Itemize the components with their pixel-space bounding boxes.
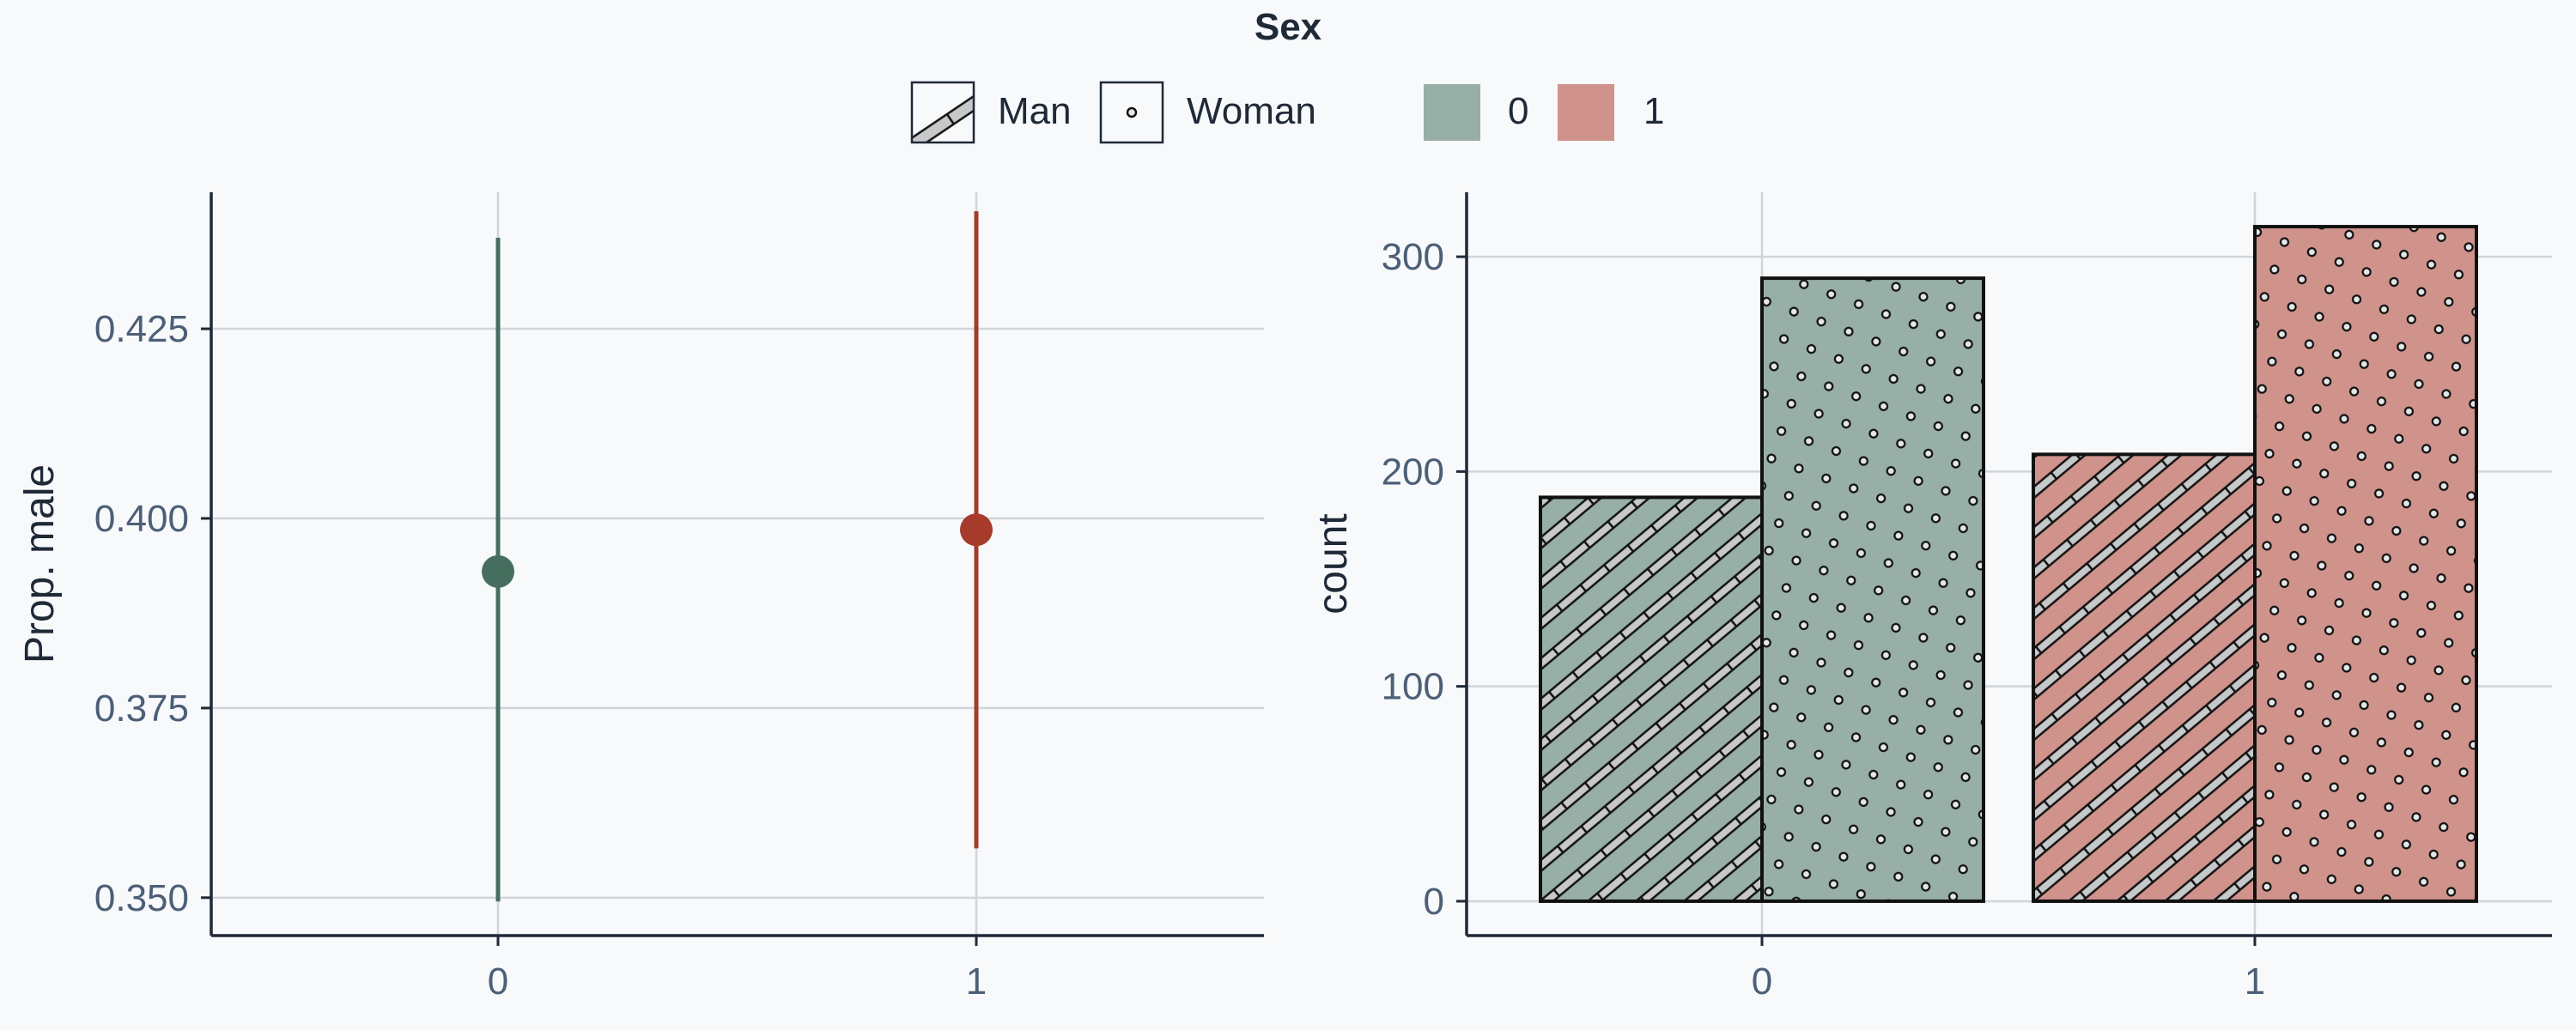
left-y-axis-label: Prop. male — [17, 464, 63, 663]
right-x-tick-label: 0 — [1752, 960, 1772, 1003]
right-bars — [1539, 225, 2478, 903]
legend-label-woman: Woman — [1187, 90, 1316, 132]
left-gridlines — [211, 192, 1264, 936]
legend-key-woman-dot — [1126, 106, 1138, 118]
legend-label-1: 1 — [1643, 90, 1664, 132]
legend-swatch-0 — [1424, 84, 1480, 141]
bar-woman-1 — [2253, 225, 2478, 903]
legend-key-man-stripes — [910, 81, 975, 144]
bar-man-0 — [1539, 495, 1764, 903]
bar-man-1 — [2032, 452, 2257, 903]
left-y-tick-label: 0.400 — [94, 498, 189, 540]
left-x-tick-label: 0 — [488, 960, 508, 1003]
right-y-tick-label: 200 — [1382, 451, 1444, 493]
bar-pattern — [1539, 495, 1764, 903]
point-0 — [482, 554, 514, 588]
right-y-tick-label: 0 — [1424, 881, 1444, 923]
left-x-tick-label: 1 — [966, 960, 987, 1003]
legend: Sex Man Woman 0 1 — [910, 6, 1664, 144]
legend-title: Sex — [1255, 6, 1322, 48]
legend-item-man: Man — [910, 81, 1072, 144]
right-y-axis-label: count — [1310, 513, 1356, 614]
legend-item-fill-1: 1 — [1558, 84, 1664, 141]
left-y-tick-label: 0.425 — [94, 308, 189, 350]
legend-swatch-1 — [1558, 84, 1614, 141]
left-y-tick-labels: 0.350 0.375 0.400 0.425 — [94, 308, 211, 919]
right-y-tick-label: 100 — [1382, 666, 1444, 708]
right-x-tick-label: 1 — [2245, 960, 2265, 1003]
bar-pattern — [2253, 225, 2478, 903]
legend-label-0: 0 — [1508, 90, 1528, 132]
left-point-ranges — [482, 211, 993, 902]
legend-item-woman: Woman — [1099, 81, 1316, 144]
point-1 — [960, 513, 993, 547]
left-y-tick-label: 0.375 — [94, 688, 189, 730]
right-y-tick-labels: 0 100 200 300 — [1382, 236, 1467, 923]
legend-label-man: Man — [998, 90, 1072, 132]
bar-woman-0 — [1760, 276, 1985, 903]
right-y-tick-label: 300 — [1382, 236, 1444, 278]
bar-pattern — [1760, 276, 1985, 903]
left-y-tick-label: 0.350 — [94, 877, 189, 919]
legend-item-fill-0: 0 — [1424, 84, 1528, 141]
bar-pattern — [2032, 452, 2257, 903]
